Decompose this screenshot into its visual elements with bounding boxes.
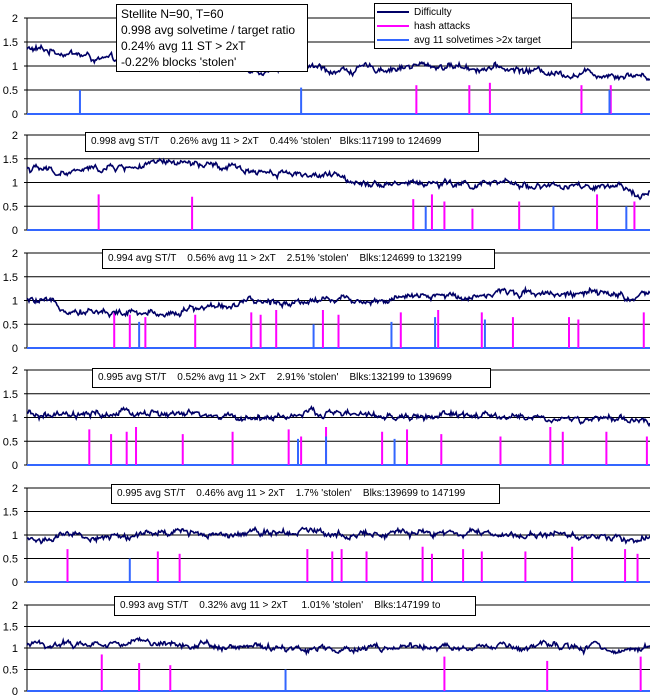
difficulty-series-line xyxy=(26,525,650,545)
y-tick-label: 1.5 xyxy=(3,272,18,284)
y-tick-label: 0 xyxy=(12,225,18,237)
difficulty-series-line xyxy=(26,636,650,657)
y-tick-label: 2 xyxy=(12,365,18,377)
panel-stats-box: 0.998 avg ST/T 0.26% avg 11 > 2xT 0.44% … xyxy=(85,132,479,152)
y-tick-label: 2 xyxy=(12,600,18,612)
chart-legend: Difficulty hash attacks avg 11 solvetimes … xyxy=(374,3,572,49)
panel-stats-box: 0.993 avg ST/T 0.32% avg 11 > 2xT 1.01% … xyxy=(114,596,476,616)
y-tick-label: 0.5 xyxy=(3,201,18,213)
y-tick-label: 1.5 xyxy=(3,37,18,49)
panel-stats-box: 0.994 avg ST/T 0.56% avg 11 > 2xT 2.51% … xyxy=(102,249,495,269)
y-tick-label: 0.5 xyxy=(3,436,18,448)
summary-stats-line: 0.998 avg solvetime / target ratio xyxy=(121,23,296,37)
legend-entry: avg 11 solvetimes >2x target xyxy=(377,33,571,47)
difficulty-series-line xyxy=(26,157,650,201)
legend-swatch xyxy=(377,39,409,41)
legend-label: avg 11 solvetimes >2x target xyxy=(414,34,541,46)
difficulty-series-line xyxy=(26,285,650,319)
y-tick-label: 1 xyxy=(12,61,18,73)
y-tick-label: 2 xyxy=(12,130,18,142)
y-tick-label: 0 xyxy=(12,109,18,121)
legend-entry: Difficulty xyxy=(377,5,571,19)
summary-stats-box: Stellite N=90, T=60 0.998 avg solvetime /… xyxy=(116,4,308,72)
y-tick-label: 1.5 xyxy=(3,389,18,401)
y-tick-label: 0 xyxy=(12,460,18,472)
panel-stats-box: 0.995 avg ST/T 0.46% avg 11 > 2xT 1.7% '… xyxy=(111,484,500,504)
y-tick-label: 0 xyxy=(12,343,18,355)
y-tick-label: 1.5 xyxy=(3,507,18,519)
y-tick-label: 2 xyxy=(12,13,18,25)
y-tick-label: 1 xyxy=(12,178,18,190)
y-tick-label: 2 xyxy=(12,248,18,260)
y-tick-label: 0 xyxy=(12,577,18,589)
y-tick-label: 1 xyxy=(12,530,18,542)
panel-stats-box: 0.995 avg ST/T 0.52% avg 11 > 2xT 2.91% … xyxy=(92,368,491,388)
legend-swatch xyxy=(377,25,409,27)
y-tick-label: 1 xyxy=(12,413,18,425)
difficulty-series-line xyxy=(26,405,650,428)
chart-panel-4: 0 0.5 1 1.5 2 xyxy=(3,365,650,472)
y-tick-label: 0.5 xyxy=(3,665,18,677)
legend-label: Difficulty xyxy=(414,6,452,18)
y-tick-label: 1 xyxy=(12,643,18,655)
y-tick-label: 2 xyxy=(12,483,18,495)
legend-label: hash attacks xyxy=(414,20,471,32)
y-tick-label: 1.5 xyxy=(3,154,18,166)
y-tick-label: 1.5 xyxy=(3,622,18,634)
legend-entry: hash attacks xyxy=(377,19,571,33)
legend-swatch xyxy=(377,11,409,13)
summary-stats-line: -0.22% blocks 'stolen' xyxy=(121,55,237,69)
chart-panel-3: 0 0.5 1 1.5 2 xyxy=(3,248,650,355)
summary-stats-line: Stellite N=90, T=60 xyxy=(121,7,224,21)
y-tick-label: 1 xyxy=(12,296,18,308)
y-tick-label: 0.5 xyxy=(3,319,18,331)
y-tick-label: 0 xyxy=(12,686,18,697)
summary-stats-line: 0.24% avg 11 ST > 2xT xyxy=(121,39,246,53)
y-tick-label: 0.5 xyxy=(3,554,18,566)
y-tick-label: 0.5 xyxy=(3,85,18,97)
